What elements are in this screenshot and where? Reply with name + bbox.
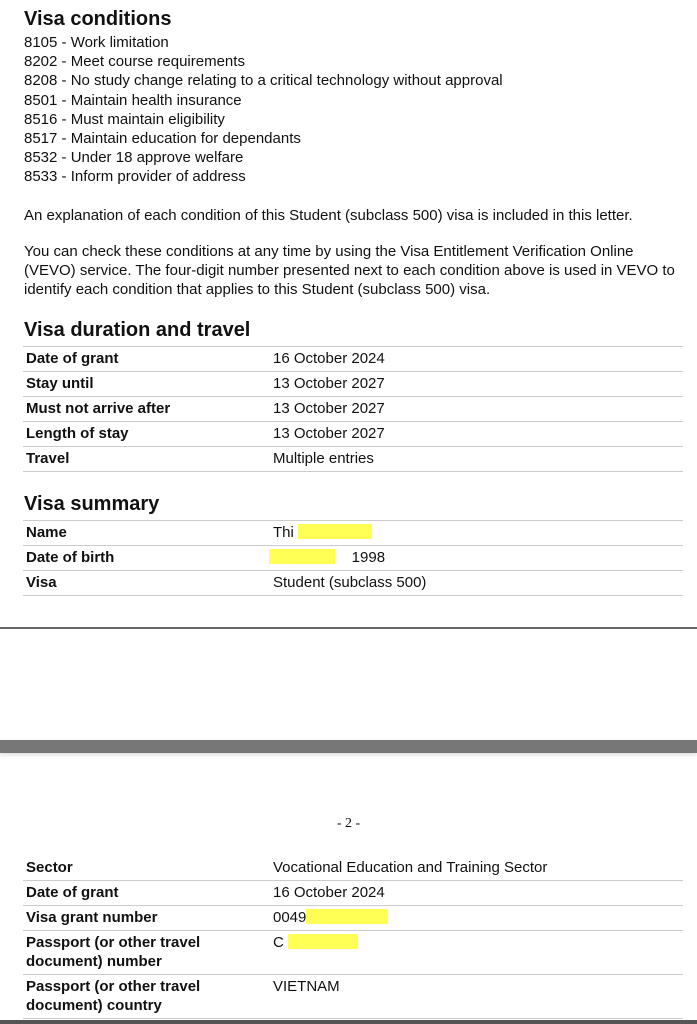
table-row: Visa Student (subclass 500) <box>23 570 683 596</box>
row-label: Date of grant <box>23 346 270 372</box>
row-value: 16 October 2024 <box>270 880 683 906</box>
visa-conditions-heading: Visa conditions <box>24 8 172 30</box>
table-row: Passport (or other travel document) coun… <box>23 974 683 1019</box>
row-value: 0049 <box>270 905 683 931</box>
bottom-edge <box>0 1020 697 1024</box>
row-value: C <box>270 930 683 975</box>
row-value: Vocational Education and Training Sector <box>273 859 548 876</box>
row-label: Stay until <box>23 371 270 397</box>
table-row: Date of birth 1998 <box>23 545 683 571</box>
row-label: Passport (or other travel document) coun… <box>23 974 270 1019</box>
table-row: Date of grant 16 October 2024 <box>23 880 683 906</box>
condition-item: 8516 - Must maintain eligibility <box>24 110 225 128</box>
row-label: Travel <box>23 446 270 472</box>
redaction <box>269 549 335 564</box>
condition-item: 8208 - No study change relating to a cri… <box>24 72 503 90</box>
table-row: Visa grant number 0049 <box>23 905 683 931</box>
summary-table: Name Thi Date of birth 1998 Visa Student (… <box>23 520 683 596</box>
page-divider <box>0 627 697 629</box>
redaction <box>287 934 358 949</box>
redaction <box>306 909 389 924</box>
duration-table: Date of grant 16 October 2024 Stay until 1… <box>23 346 683 472</box>
row-label: Passport (or other travel document) numb… <box>23 930 270 975</box>
row-label: Length of stay <box>23 421 270 447</box>
table-row: Stay until 13 October 2027 <box>23 371 683 397</box>
condition-item: 8533 - Inform provider of address <box>24 168 246 186</box>
table-row: Date of grant 16 October 2024 <box>23 346 683 372</box>
table-row: Name Thi <box>23 520 683 546</box>
condition-item: 8501 - Maintain health insurance <box>24 91 242 109</box>
name-value: Thi <box>273 524 294 541</box>
condition-item: 8517 - Maintain education for dependants <box>24 130 301 148</box>
condition-item: 8532 - Under 18 approve welfare <box>24 149 244 167</box>
grant-details-table: Sector Vocational Education and Training … <box>23 856 683 1019</box>
table-row: Travel Multiple entries <box>23 446 683 472</box>
table-row: Passport (or other travel document) numb… <box>23 930 683 975</box>
summary-heading: Visa summary <box>24 493 160 515</box>
row-value: 13 October 2027 <box>270 396 683 422</box>
row-value: 13 October 2027 <box>270 371 683 397</box>
row-label: Must not arrive after <box>23 396 270 422</box>
table-row: Must not arrive after 13 October 2027 <box>23 396 683 422</box>
row-value: VIETNAM <box>270 974 683 1019</box>
page-gap-band <box>0 740 697 753</box>
row-value: Multiple entries <box>270 446 683 472</box>
page-number: - 2 - <box>336 816 361 831</box>
table-row: Length of stay 13 October 2027 <box>23 421 683 447</box>
row-label: Sector <box>26 859 73 876</box>
row-label: Date of birth <box>23 545 270 571</box>
row-value: 16 October 2024 <box>270 346 683 372</box>
row-label: Name <box>23 520 270 546</box>
condition-item: 8202 - Meet course requirements <box>24 53 245 71</box>
row-value: Student (subclass 500) <box>270 570 683 596</box>
duration-heading: Visa duration and travel <box>24 319 251 341</box>
vevo-text: You can check these conditions at any ti… <box>24 243 675 299</box>
row-value: 1998 <box>269 545 683 571</box>
conditions-list: 8105 - Work limitation 8202 - Meet cours… <box>24 33 503 187</box>
row-label: Visa <box>23 570 270 596</box>
table-row: Sector Vocational Education and Training … <box>23 856 683 881</box>
row-value: 13 October 2027 <box>270 421 683 447</box>
passport-prefix: C <box>273 934 284 951</box>
redaction <box>298 524 373 539</box>
condition-item: 8105 - Work limitation <box>24 34 169 51</box>
row-label: Visa grant number <box>23 905 270 931</box>
grant-number-prefix: 0049 <box>273 909 307 926</box>
dob-year: 1998 <box>351 549 386 566</box>
row-value: Thi <box>270 520 683 546</box>
row-label: Date of grant <box>23 880 270 906</box>
explanation-text: An explanation of each condition of this… <box>24 207 633 224</box>
